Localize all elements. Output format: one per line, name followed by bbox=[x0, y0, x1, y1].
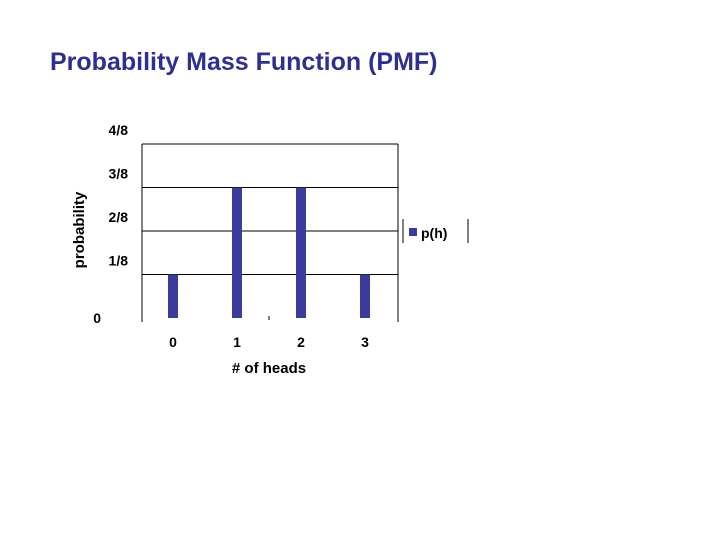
y-tick-labels: 0 1/8 2/8 3/8 4/8 bbox=[93, 122, 128, 326]
bar-0 bbox=[168, 274, 178, 318]
y-tick-label-3: 3/8 bbox=[109, 166, 129, 182]
gridlines bbox=[142, 143, 398, 320]
slide-title: Probability Mass Function (PMF) bbox=[50, 48, 438, 76]
x-tick-label-0: 0 bbox=[169, 334, 177, 350]
x-tick-label-3: 3 bbox=[361, 334, 369, 350]
legend: p(h) bbox=[402, 219, 469, 243]
x-tick-labels: 0 1 2 3 bbox=[169, 334, 369, 350]
bar-1 bbox=[232, 187, 242, 318]
y-tick-label-0: 0 bbox=[93, 310, 101, 326]
y-axis-title: probability bbox=[71, 191, 88, 268]
x-tick-label-2: 2 bbox=[297, 334, 305, 350]
bar-2 bbox=[296, 187, 306, 318]
x-axis-title: # of heads bbox=[232, 360, 306, 377]
legend-swatch-p-h bbox=[409, 228, 417, 236]
y-tick-label-2: 2/8 bbox=[109, 209, 129, 225]
y-tick-label-4: 4/8 bbox=[109, 122, 129, 138]
x-tick-label-1: 1 bbox=[233, 334, 241, 350]
bars bbox=[168, 187, 370, 318]
legend-label-p-h: p(h) bbox=[421, 225, 447, 241]
y-tick-label-1: 1/8 bbox=[109, 253, 129, 269]
bar-3 bbox=[360, 274, 370, 318]
